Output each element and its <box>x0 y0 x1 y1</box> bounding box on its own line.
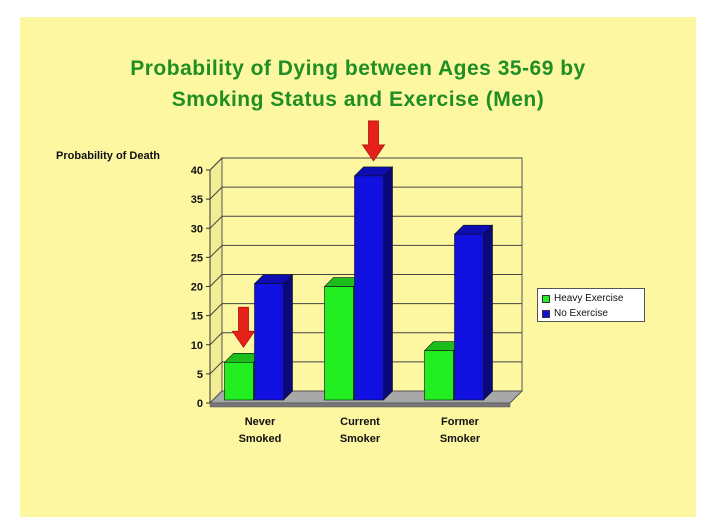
chart-title: Probability of Dying between Ages 35-69 … <box>20 53 696 115</box>
y-axis-label: Probability of Death <box>56 150 160 162</box>
gridline <box>209 361 522 375</box>
gridline <box>209 186 522 200</box>
gridline <box>209 332 522 346</box>
y-tick-label: 0 <box>197 398 203 410</box>
bar-no-exercise-former-smoker <box>454 233 484 401</box>
gridline <box>209 215 522 229</box>
gridline <box>209 303 522 316</box>
bar-side-no-exercise-never-smoked <box>283 273 293 401</box>
bar-heavy-exercise-never-smoked <box>224 362 254 401</box>
bar-side-no-exercise-former-smoker <box>483 224 493 401</box>
bar-no-exercise-never-smoked <box>254 283 284 401</box>
y-tick-label: 25 <box>191 252 203 264</box>
y-tick-label: 30 <box>191 223 203 235</box>
gridline <box>209 244 522 258</box>
y-tick-label: 10 <box>191 340 203 352</box>
slide-background: Probability of Dying between Ages 35-69 … <box>20 17 696 517</box>
plot-floor-edge <box>209 402 511 408</box>
annotation-arrow-icon <box>361 120 386 162</box>
bar-no-exercise-current-smoker <box>354 175 384 401</box>
legend-swatch-no-exercise <box>542 309 550 318</box>
chart-title-line-1: Probability of Dying between Ages 35-69 … <box>130 57 586 80</box>
gridline <box>209 274 522 287</box>
bar-chart: 0 5 10 15 20 25 30 35 40 Never Smoked Current Smoker… <box>191 120 524 445</box>
y-tick-label: 15 <box>191 311 203 323</box>
legend-label-heavy-exercise: Heavy Exercise <box>554 293 624 304</box>
bar-heavy-exercise-former-smoker <box>424 350 454 401</box>
legend-item-no-exercise: No Exercise <box>542 306 644 321</box>
annotation-arrow-icon <box>231 306 256 349</box>
bar-side-no-exercise-current-smoker <box>383 166 393 401</box>
x-category-label: Smoked <box>239 433 282 445</box>
legend-label-no-exercise: No Exercise <box>554 308 608 319</box>
x-category-label: Current <box>340 416 380 428</box>
y-tick-label: 35 <box>191 194 203 206</box>
legend-swatch-heavy-exercise <box>542 294 550 303</box>
gridline <box>209 157 522 171</box>
y-tick-label: 40 <box>191 165 203 177</box>
y-tick-label: 5 <box>197 369 203 381</box>
legend-item-heavy-exercise: Heavy Exercise <box>542 291 644 306</box>
bar-heavy-exercise-current-smoker <box>324 286 354 401</box>
x-category-label: Smoker <box>340 433 381 445</box>
chart-title-line-2: Smoking Status and Exercise (Men) <box>171 88 545 111</box>
x-category-label: Smoker <box>440 433 481 445</box>
x-category-label: Former <box>441 416 480 428</box>
legend: Heavy Exercise No Exercise <box>537 288 645 322</box>
y-tick-label: 20 <box>191 282 203 294</box>
x-category-label: Never <box>245 416 276 428</box>
